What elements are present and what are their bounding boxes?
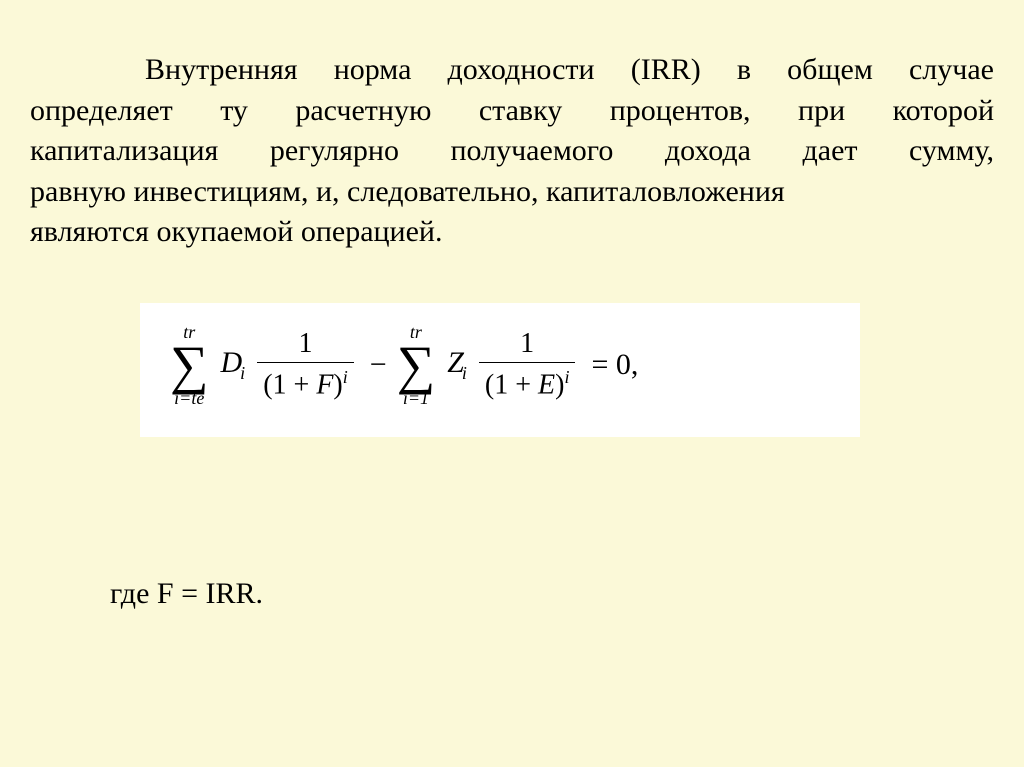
sum1-lower: i=te bbox=[174, 389, 204, 407]
text-line-1: Внутренняя норма доходности (IRR) в обще… bbox=[145, 53, 994, 86]
sigma-symbol-1: ∑ bbox=[170, 341, 209, 390]
sub-i-1: i bbox=[240, 363, 245, 383]
main-paragraph: Внутренняя норма доходности (IRR) в обще… bbox=[30, 50, 994, 253]
fraction-2: 1 (1 + E)i bbox=[479, 328, 576, 401]
paragraph-line-4: равную инвестициям, и, следовательно, ка… bbox=[30, 172, 994, 213]
sigma-symbol-2: ∑ bbox=[397, 341, 436, 390]
summation-2: tr ∑ i=1 bbox=[397, 323, 436, 408]
fraction-1: 1 (1 + F)i bbox=[257, 328, 354, 401]
irr-formula: tr ∑ i=te Di 1 (1 + F)i − tr ∑ i=1 Zi bbox=[170, 323, 830, 408]
frac1-denominator: (1 + F)i bbox=[257, 362, 354, 401]
var-Z: Zi bbox=[447, 346, 467, 384]
slide-page: Внутренняя норма доходности (IRR) в обще… bbox=[0, 0, 1024, 641]
frac2-numerator: 1 bbox=[512, 328, 542, 362]
term-1: Di 1 (1 + F)i bbox=[215, 328, 360, 401]
paragraph-line-3: капитализация регулярно получаемого дохо… bbox=[30, 131, 994, 172]
formula-box: tr ∑ i=te Di 1 (1 + F)i − tr ∑ i=1 Zi bbox=[140, 303, 860, 438]
paragraph-line-5: являются окупаемой операцией. bbox=[30, 212, 994, 253]
sum2-lower: i=1 bbox=[403, 389, 429, 407]
paragraph-line-1: Внутренняя норма доходности (IRR) в обще… bbox=[30, 50, 994, 91]
sub-i-2: i bbox=[462, 363, 467, 383]
summation-1: tr ∑ i=te bbox=[170, 323, 209, 408]
frac2-denominator: (1 + E)i bbox=[479, 362, 576, 401]
term-2: Zi 1 (1 + E)i bbox=[441, 328, 581, 401]
var-D: Di bbox=[221, 346, 246, 384]
frac1-numerator: 1 bbox=[290, 328, 320, 362]
where-clause: где F = IRR. bbox=[110, 577, 994, 611]
paragraph-line-2: определяет ту расчетную ставку процентов… bbox=[30, 91, 994, 132]
minus-operator: − bbox=[370, 348, 387, 382]
equals-zero: = 0, bbox=[591, 348, 638, 382]
